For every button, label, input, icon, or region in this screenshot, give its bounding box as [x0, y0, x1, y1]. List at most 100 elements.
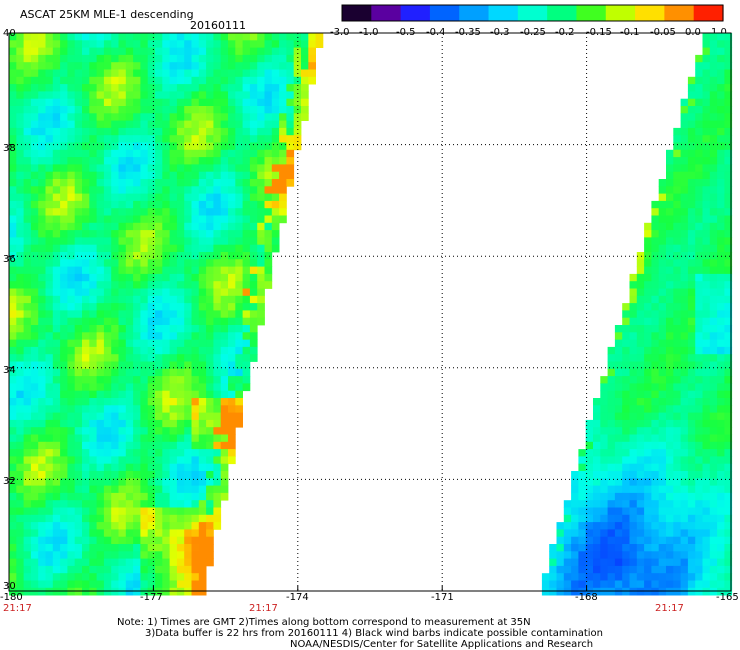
swath-cell: [213, 193, 222, 202]
swath-cell: [651, 208, 660, 216]
swath-cell: [140, 514, 149, 523]
swath-cell: [206, 463, 214, 472]
swath-cell: [169, 62, 178, 70]
swath-cell: [30, 164, 39, 173]
swath-cell: [198, 398, 207, 406]
swath-cell: [184, 390, 192, 399]
swath-cell: [293, 47, 302, 56]
swath-cell: [658, 507, 667, 516]
swath-cell: [687, 390, 696, 399]
swath-cell: [206, 507, 214, 516]
swath-cell: [133, 310, 141, 319]
swath-cell: [279, 69, 287, 78]
swath-cell: [593, 536, 601, 545]
swath-cell: [636, 398, 645, 406]
swath-cell: [52, 98, 61, 107]
swath-cell: [724, 171, 733, 180]
swath-cell: [60, 580, 68, 589]
swath-cell: [695, 127, 703, 136]
swath-cell: [644, 522, 652, 530]
swath-cell: [162, 485, 170, 494]
swath-cell: [651, 551, 660, 559]
swath-cell: [169, 478, 178, 486]
swath-cell: [673, 522, 681, 530]
swath-cell: [155, 332, 163, 340]
swath-cell: [9, 558, 17, 567]
swath-cell: [724, 157, 733, 165]
swath-cell: [176, 383, 185, 392]
swath-cell: [30, 127, 39, 136]
swath-cell: [74, 544, 83, 552]
swath-cell: [724, 317, 733, 326]
swath-cell: [717, 412, 725, 421]
swath-cell: [629, 456, 638, 465]
swath-cell: [162, 273, 170, 282]
swath-cell: [118, 40, 127, 48]
swath-cell: [695, 565, 703, 574]
swath-cell: [658, 361, 667, 370]
swath-cell: [206, 62, 214, 70]
swath-cell: [96, 536, 105, 545]
swath-cell: [125, 237, 134, 246]
swath-cell: [235, 54, 243, 63]
swath-cell: [74, 98, 83, 107]
swath-cell: [228, 164, 236, 173]
swath-cell: [38, 237, 46, 246]
swath-cell: [23, 492, 32, 501]
swath-cell: [651, 405, 660, 413]
swath-cell: [38, 113, 46, 121]
swath-cell: [96, 91, 105, 100]
swath-cell: [67, 69, 76, 78]
swath-cell: [118, 91, 127, 100]
swath-cell: [614, 500, 623, 508]
swath-cell: [271, 84, 280, 92]
swath-cell: [155, 84, 163, 92]
swath-cell: [709, 376, 718, 384]
swath-cell: [125, 149, 134, 158]
swath-cell: [140, 449, 149, 457]
swath-cell: [176, 529, 185, 538]
swath-cell: [23, 40, 32, 48]
swath-cell: [709, 244, 718, 253]
swath-cell: [162, 419, 170, 428]
swath-cell: [206, 237, 214, 246]
swath-cell: [52, 157, 61, 165]
swath-cell: [213, 310, 222, 319]
swath-cell: [293, 135, 302, 143]
swath-cell: [118, 317, 127, 326]
swath-cell: [184, 281, 192, 289]
swath-cell: [52, 106, 61, 114]
swath-cell: [666, 507, 674, 516]
swath-cell: [67, 573, 76, 581]
swath-cell: [30, 91, 39, 100]
swath-cell: [184, 471, 192, 479]
swath-cell: [140, 485, 149, 494]
swath-cell: [118, 69, 127, 78]
swath-cell: [96, 419, 105, 428]
swath-cell: [198, 76, 207, 85]
swath-cell: [257, 127, 265, 136]
swath-cell: [651, 310, 660, 319]
swath-cell: [658, 441, 667, 450]
swath-cell: [89, 230, 97, 238]
swath-cell: [16, 288, 24, 297]
swath-cell: [133, 106, 141, 114]
swath-cell: [702, 376, 711, 384]
swath-cell: [220, 376, 229, 384]
swath-cell: [74, 149, 83, 158]
swath-cell: [96, 200, 105, 209]
swath-cell: [23, 419, 32, 428]
swath-cell: [249, 354, 258, 362]
swath-cell: [60, 463, 68, 472]
swath-cell: [658, 215, 667, 224]
swath-cell: [717, 398, 725, 406]
swath-cell: [103, 529, 112, 538]
swath-cell: [614, 573, 623, 581]
swath-cell: [680, 449, 689, 457]
swath-cell: [67, 295, 76, 304]
swath-cell: [169, 157, 178, 165]
swath-cell: [687, 222, 696, 231]
swath-cell: [666, 441, 674, 450]
swath-cell: [38, 405, 46, 413]
swath-cell: [658, 332, 667, 340]
